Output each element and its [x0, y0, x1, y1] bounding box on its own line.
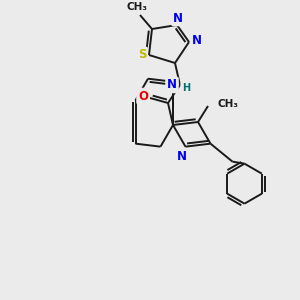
Text: N: N	[167, 79, 177, 92]
Text: H: H	[182, 83, 190, 93]
Text: O: O	[138, 89, 148, 103]
Text: N: N	[173, 11, 183, 25]
Text: CH₃: CH₃	[127, 2, 148, 12]
Text: CH₃: CH₃	[218, 99, 239, 109]
Text: S: S	[138, 49, 146, 62]
Text: N: N	[176, 150, 187, 163]
Text: N: N	[192, 34, 202, 46]
